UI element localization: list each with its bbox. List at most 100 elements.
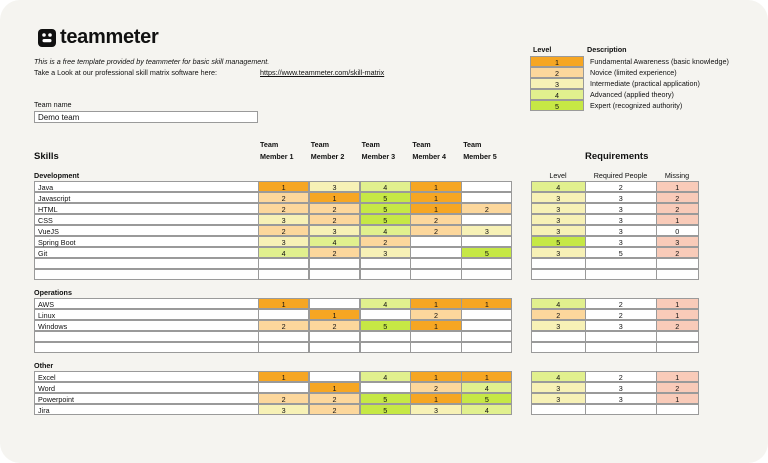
score-cell: 4 [308,236,361,247]
score-cell: 2 [308,320,361,331]
link[interactable]: https://www.teammeter.com/skill-matrix [260,68,385,77]
requirement-cell: 0 [656,225,699,236]
score-cell: 2 [410,382,462,393]
score-cell [258,382,310,393]
requirement-cell [585,269,657,280]
legend-description: Advanced (applied theory) [590,90,674,99]
score-cell: 4 [258,247,310,258]
score-cell: 4 [359,225,411,236]
legend-level: 4 [530,89,584,100]
score-cell: 3 [258,214,310,225]
requirement-cell [585,404,657,415]
requirement-cell [531,269,586,280]
score-cell [461,320,513,331]
requirements-title: Requirements [585,151,649,162]
score-cell [461,181,513,192]
score-cell [359,342,411,353]
score-cell [461,331,513,342]
score-cell: 3 [410,404,462,415]
requirement-cell: 3 [531,382,586,393]
skill-cell: CSS [34,214,259,225]
requirement-cell [656,331,699,342]
requirement-cell: 3 [531,247,586,258]
skill-cell: HTML [34,203,259,214]
requirement-cell: 4 [531,181,586,192]
score-cell: 2 [410,309,462,320]
requirement-cell: 3 [585,393,657,404]
score-cell [461,269,513,280]
requirement-cell: 2 [656,247,699,258]
requirement-cell [656,404,699,415]
skill-cell: AWS [34,298,259,309]
score-cell: 5 [461,247,513,258]
score-cell: 2 [308,247,361,258]
score-cell: 4 [359,298,411,309]
score-cell: 1 [410,320,462,331]
requirement-cell [531,258,586,269]
requirement-cell: 2 [656,382,699,393]
score-cell: 1 [258,371,310,382]
requirement-cell: 1 [656,214,699,225]
score-cell: 2 [258,192,310,203]
group-title: Development [34,171,80,180]
score-cell: 4 [461,382,513,393]
requirement-cell: 3 [585,320,657,331]
skill-cell [34,269,259,280]
requirement-cell: 3 [531,192,586,203]
requirement-cell: 4 [531,298,586,309]
team-name-input[interactable]: Demo team [34,111,258,123]
requirement-cell: 2 [585,298,657,309]
requirement-cell: 1 [656,393,699,404]
score-cell: 2 [359,236,411,247]
score-cell: 3 [258,236,310,247]
requirement-cell: 3 [585,382,657,393]
score-cell [258,309,310,320]
score-cell [308,269,361,280]
score-cell: 1 [410,181,462,192]
score-cell [461,192,513,203]
score-cell: 2 [308,404,361,415]
score-cell: 4 [359,181,411,192]
score-cell [410,342,462,353]
requirement-header: Level [549,171,567,180]
score-cell [258,331,310,342]
requirement-cell [531,342,586,353]
member-header: Team Member 4 [412,140,446,161]
requirement-cell: 5 [585,247,657,258]
score-cell [359,258,411,269]
requirement-cell [531,331,586,342]
score-cell: 5 [359,192,411,203]
score-cell: 1 [308,192,361,203]
requirement-header: Required People [593,171,648,180]
requirement-header: Missing [664,171,690,180]
skill-cell: Windows [34,320,259,331]
skill-cell: Word [34,382,259,393]
legend-description: Expert (recognized authority) [590,101,683,110]
group-title: Other [34,361,54,370]
requirement-cell: 1 [656,371,699,382]
skill-cell [34,258,259,269]
skill-cell [34,342,259,353]
score-cell: 1 [461,371,513,382]
score-cell: 3 [308,181,361,192]
legend-header: Description [587,45,627,54]
score-cell: 1 [410,203,462,214]
requirement-cell: 3 [531,225,586,236]
requirement-cell: 3 [531,214,586,225]
score-cell: 4 [359,371,411,382]
legend-description: Intermediate (practical application) [590,79,700,88]
score-cell [410,236,462,247]
requirement-cell: 3 [531,393,586,404]
requirement-cell: 4 [531,371,586,382]
skill-cell: VueJS [34,225,259,236]
requirement-cell: 2 [585,181,657,192]
requirement-cell [656,269,699,280]
skill-cell: Git [34,247,259,258]
legend-level: 2 [530,67,584,78]
requirement-cell [585,331,657,342]
score-cell: 1 [258,298,310,309]
requirement-cell: 3 [585,225,657,236]
logo-text: teammeter [60,26,159,48]
requirement-cell: 2 [585,309,657,320]
score-cell [359,269,411,280]
